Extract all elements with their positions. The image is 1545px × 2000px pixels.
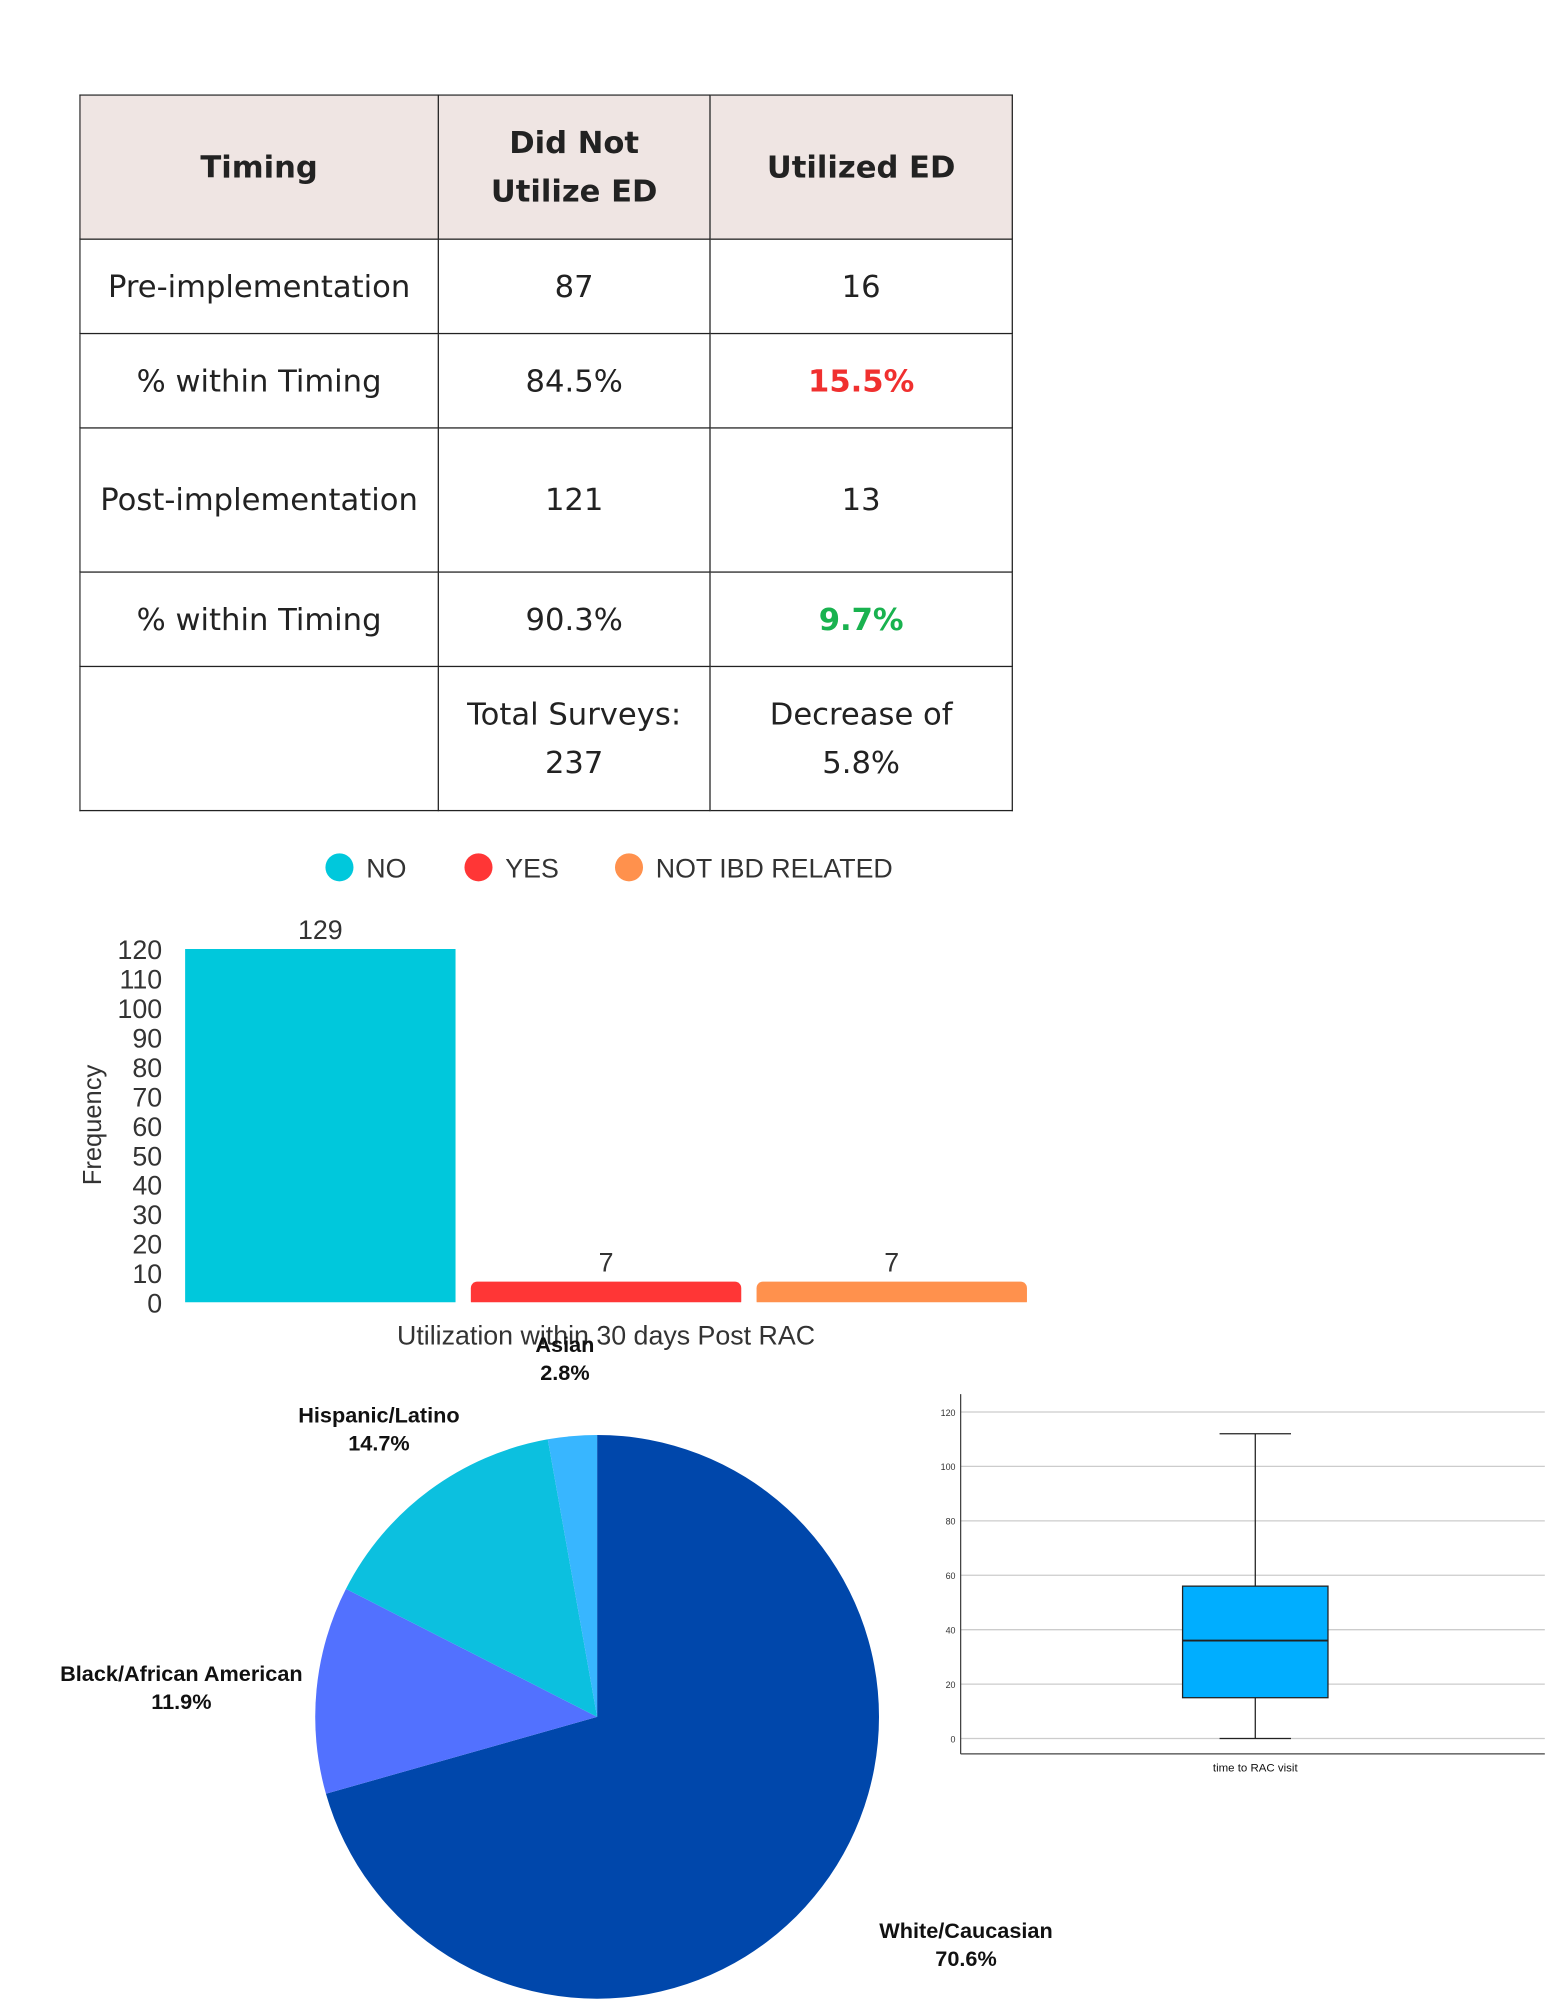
- y-tick-label: 60: [946, 1571, 956, 1581]
- y-tick-label: 40: [132, 1171, 162, 1201]
- legend-label: NO: [366, 854, 406, 884]
- bar: [185, 948, 456, 1303]
- y-tick-label: 30: [132, 1200, 162, 1230]
- cell: % within Timing: [79, 332, 439, 429]
- y-tick-label: 120: [941, 1408, 956, 1418]
- cell: 13: [709, 427, 1013, 573]
- y-tick-label: 90: [132, 1024, 162, 1054]
- y-axis-label: Frequency: [79, 1065, 107, 1186]
- cell: 121: [437, 427, 711, 573]
- table-row: % within Timing 90.3% 9.7%: [79, 571, 1013, 668]
- slice-label: Black/African American: [60, 1661, 303, 1686]
- cell: Pre-implementation: [79, 238, 439, 335]
- table-row: Pre-implementation 87 16: [79, 238, 1013, 335]
- cell: Decrease of 5.8%: [709, 665, 1013, 812]
- legend-swatch: [464, 853, 493, 882]
- y-tick-label: 20: [132, 1230, 162, 1260]
- cell: [79, 665, 439, 812]
- y-tick-label: 100: [941, 1462, 956, 1472]
- table-row: Timing Did Not Utilize ED Utilized ED: [79, 94, 1013, 240]
- cell: 90.3%: [437, 571, 711, 668]
- table-row: % within Timing 84.5% 15.5%: [79, 332, 1013, 429]
- bar: [756, 1281, 1027, 1303]
- slice-label: Asian: [535, 1332, 594, 1357]
- cell: 16: [709, 238, 1013, 335]
- table-wrap: Timing Did Not Utilize ED Utilized ED Pre-i…: [79, 94, 1023, 812]
- legend-label: YES: [505, 854, 559, 884]
- bar: [470, 1281, 742, 1303]
- value-label: 7: [884, 1247, 899, 1277]
- x-axis-label: time to RAC visit: [1213, 1763, 1299, 1775]
- slice-value-label: 2.8%: [540, 1360, 589, 1385]
- cell: Post-implementation: [79, 427, 439, 573]
- y-tick-label: 110: [119, 965, 162, 995]
- legend-swatch: [325, 853, 354, 882]
- y-tick-label: 70: [132, 1082, 162, 1112]
- y-tick-label: 10: [132, 1259, 162, 1289]
- table-row: Post-implementation 121 13: [79, 427, 1013, 573]
- value-label: 7: [599, 1247, 614, 1277]
- y-tick-label: 0: [147, 1289, 162, 1319]
- header-cell: Timing: [79, 94, 439, 240]
- pie-slice: [345, 1439, 598, 1717]
- value-label: 129: [298, 915, 343, 945]
- slice-label: White/Caucasian: [879, 1918, 1052, 1943]
- legend-label: NOT IBD RELATED: [656, 854, 893, 884]
- pie-slice: [547, 1434, 598, 1717]
- y-tick-label: 80: [946, 1517, 956, 1527]
- legend-swatch: [614, 853, 644, 882]
- y-tick-label: 120: [117, 935, 162, 965]
- y-tick-label: 40: [946, 1626, 956, 1636]
- cell: 87: [437, 238, 711, 335]
- pie-slice: [325, 1434, 880, 1999]
- y-tick-label: 20: [946, 1680, 956, 1690]
- y-tick-label: 80: [132, 1053, 162, 1083]
- cell: 84.5%: [437, 332, 711, 429]
- cell: Total Surveys: 237: [437, 665, 711, 812]
- cell: % within Timing: [79, 571, 439, 668]
- header-cell: Did Not Utilize ED: [437, 94, 711, 240]
- y-tick-label: 50: [132, 1141, 162, 1171]
- y-tick-label: 0: [951, 1734, 956, 1744]
- cell: 15.5%: [709, 332, 1013, 429]
- slice-value-label: 70.6%: [935, 1946, 996, 1971]
- y-tick-label: 100: [117, 994, 162, 1024]
- header-cell: Utilized ED: [709, 94, 1013, 240]
- slice-value-label: 14.7%: [348, 1430, 409, 1455]
- slice-label: Hispanic/Latino: [298, 1402, 459, 1427]
- cell: 9.7%: [709, 571, 1013, 668]
- box: [1181, 1585, 1329, 1699]
- table-row: Total Surveys: 237 Decrease of 5.8%: [79, 665, 1013, 812]
- pie-slice: [315, 1588, 598, 1794]
- x-axis-label: Utilization within 30 days Post RAC: [397, 1320, 815, 1350]
- y-tick-label: 60: [132, 1112, 162, 1142]
- table: Timing Did Not Utilize ED Utilized ED Pre-i…: [79, 94, 1013, 812]
- slice-value-label: 11.9%: [151, 1689, 211, 1714]
